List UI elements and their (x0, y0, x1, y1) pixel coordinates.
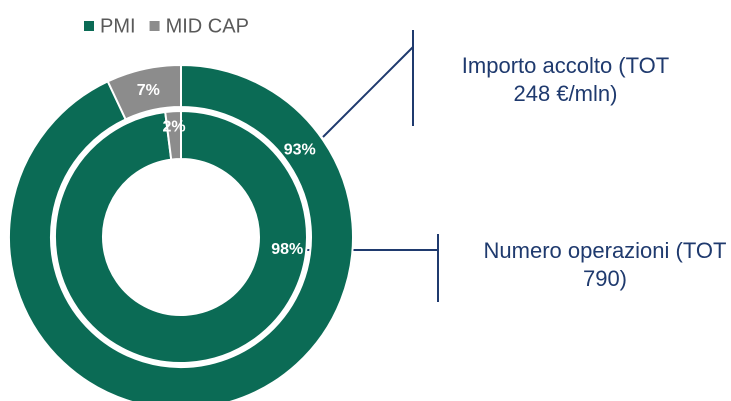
legend-swatch (84, 21, 94, 31)
value-label: 7% (137, 82, 160, 99)
ring-annotation: Numero operazioni (TOT 790) (483, 238, 727, 291)
connector (322, 46, 414, 138)
legend-label: MID CAP (166, 15, 249, 37)
value-label: 2% (163, 118, 186, 135)
value-label: 93% (284, 142, 316, 159)
ring-annotation: Importo accolto (TOT 248 €/mln) (461, 53, 670, 106)
legend-swatch (149, 21, 160, 31)
donut-segment (8, 63, 354, 401)
donut-segment (54, 109, 308, 364)
donut-segment (164, 109, 182, 161)
value-label: 98% (271, 241, 303, 258)
donut-segment (106, 63, 182, 121)
legend-label: PMI (100, 15, 136, 37)
